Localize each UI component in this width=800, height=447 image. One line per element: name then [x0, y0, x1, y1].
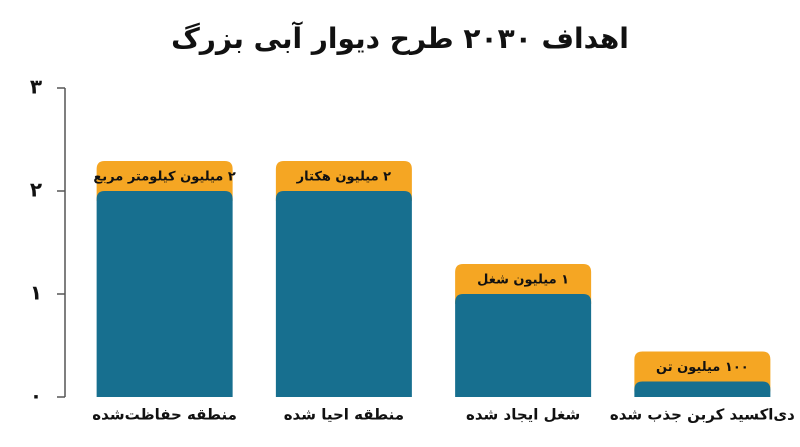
x-tick-label: شغل ایجاد شده: [466, 406, 580, 424]
bar: [634, 381, 771, 397]
y-tick-label: ۱: [30, 281, 42, 305]
x-tick-label: منطقه حفاظت‌شده: [92, 406, 237, 424]
value-label: ۲ میلیون هکتار: [296, 170, 392, 185]
x-tick-label: منطقه احیا شده: [284, 406, 404, 424]
y-tick-label: ۰: [30, 384, 42, 408]
x-tick-label: دی‌اکسید کربن جذب شده: [610, 406, 795, 424]
bar: [96, 191, 233, 397]
chart-title: اهداف ۲۰۳۰ طرح دیوار آبی بزرگ: [171, 21, 629, 55]
value-label: ۲ میلیون کیلومتر مربع: [93, 170, 235, 185]
y-tick-label: ۲: [30, 178, 42, 202]
bar: [275, 191, 412, 397]
y-tick-label: ۳: [30, 75, 42, 99]
bar: [455, 294, 592, 397]
value-label: ۱ میلیون شغل: [477, 273, 569, 288]
value-label: ۱۰۰ میلیون تن: [656, 360, 749, 375]
